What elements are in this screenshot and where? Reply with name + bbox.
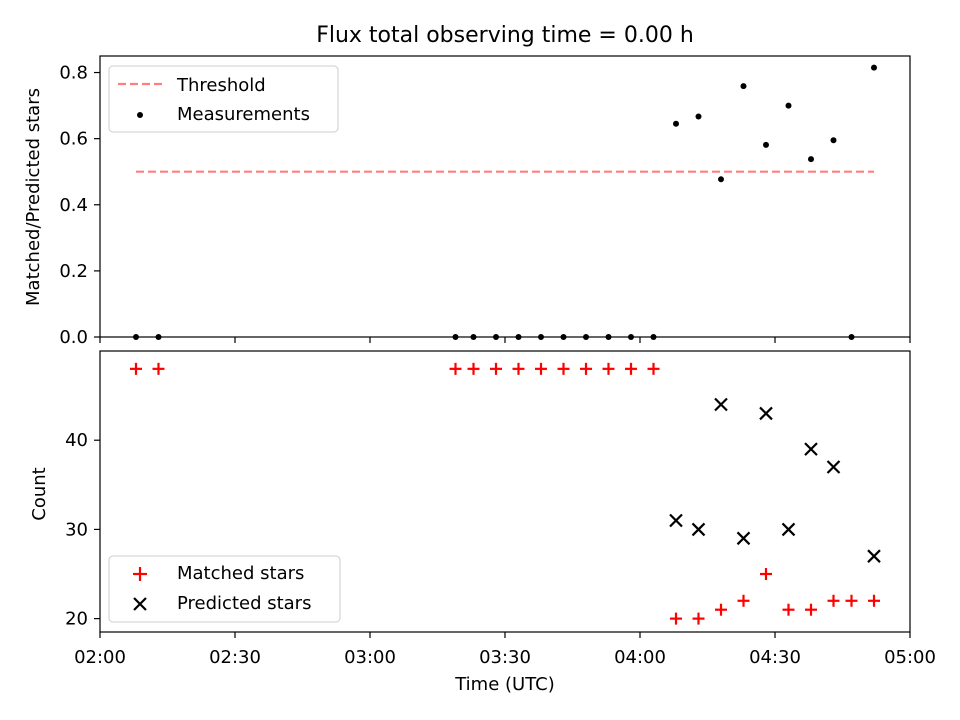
- measurement-point: [673, 120, 679, 127]
- matched-star-point: [152, 362, 165, 375]
- matched-star-point: [868, 594, 880, 607]
- ratio-y-tick-label: 0.8: [59, 63, 88, 84]
- count-legend-box: [108, 555, 341, 623]
- matched-star-point: [670, 612, 682, 625]
- count-y-tick-label: 30: [65, 519, 88, 540]
- matched-star-point: [827, 594, 840, 607]
- ratio-plot-frame: [99, 55, 911, 338]
- count-x-tick-label: 02:00: [74, 647, 126, 668]
- count-x-tick-label: 02:30: [209, 647, 261, 668]
- ratio-legend-box: [108, 65, 339, 133]
- matched-star-point: [557, 362, 570, 375]
- matched-star-point: [535, 362, 547, 375]
- count-x-tick-label: 03:00: [344, 647, 396, 668]
- matched-legend-marker: [133, 567, 147, 581]
- ratio-panel: Flux total observing time = 0.00 h 0.00.…: [23, 23, 911, 348]
- predicted-star-point: [736, 531, 751, 546]
- measurements-legend-label: Measurements: [177, 104, 310, 125]
- matched-star-point: [625, 362, 637, 375]
- matched-star-point: [602, 362, 615, 375]
- matched-star-point: [760, 568, 772, 581]
- count-x-tick-label: 04:30: [749, 647, 801, 668]
- predicted-star-point: [867, 549, 881, 563]
- threshold-legend-label: Threshold: [176, 75, 266, 96]
- ratio-y-tick-label: 0.2: [59, 261, 88, 282]
- count-x-tick-label: 04:00: [614, 647, 666, 668]
- ratio-y-axis-label: Matched/Predicted stars: [23, 88, 44, 306]
- measurements-legend-marker: [137, 112, 143, 118]
- matched-star-point: [512, 362, 525, 375]
- matched-star-point: [647, 362, 660, 375]
- measurement-point: [830, 137, 837, 144]
- count-y-tick-label: 20: [65, 609, 88, 630]
- matched-star-point: [130, 362, 142, 375]
- matched-star-point: [490, 362, 502, 375]
- predicted-star-point: [691, 522, 706, 537]
- measurement-point: [718, 176, 724, 183]
- measurement-point: [785, 102, 792, 109]
- count-points: [130, 362, 881, 625]
- matched-star-point: [782, 603, 795, 616]
- ratio-y-tick-label: 0.6: [59, 129, 88, 150]
- ratio-y-tick-label: 0.4: [59, 195, 88, 216]
- count-x-tick-label: 03:30: [479, 647, 531, 668]
- predicted-legend-label: Predicted stars: [177, 593, 311, 614]
- predicted-star-point: [714, 397, 728, 412]
- measurement-point: [763, 141, 769, 148]
- count-plot-frame: [99, 350, 911, 633]
- count-axes-ticks: 02:00 02:30 03:00 03:30 04:00 04:30 05:00 20 30 4…: [65, 430, 936, 668]
- ratio-legend: Threshold Measurements: [108, 65, 339, 133]
- predicted-star-point: [759, 406, 773, 421]
- ratio-axes-ticks: 0.0 0.2 0.4 0.6 0.8: [59, 63, 911, 348]
- chart-title: Flux total observing time = 0.00 h: [316, 23, 694, 48]
- matched-star-point: [737, 594, 750, 607]
- measurement-point: [740, 83, 747, 90]
- measurement-point: [871, 64, 877, 71]
- predicted-star-point: [804, 442, 818, 456]
- count-y-tick-label: 40: [65, 430, 88, 451]
- count-panel: 02:00 02:30 03:00 03:30 04:00 04:30 05:00 20 30 4…: [29, 350, 936, 695]
- matched-star-point: [449, 362, 462, 375]
- matched-star-point: [845, 594, 858, 607]
- x-axis-label: Time (UTC): [454, 674, 555, 695]
- predicted-star-point: [669, 513, 683, 528]
- ratio-y-tick-label: 0.0: [59, 327, 88, 348]
- predicted-star-point: [826, 460, 841, 474]
- matched-star-point: [805, 603, 817, 616]
- measurement-point: [808, 156, 814, 163]
- matched-star-point: [715, 603, 727, 616]
- predicted-legend-marker: [133, 597, 147, 611]
- matched-star-point: [467, 362, 480, 375]
- count-legend: Matched stars Predicted stars: [108, 555, 341, 623]
- matched-star-point: [692, 612, 705, 625]
- matched-legend-label: Matched stars: [177, 563, 304, 584]
- measurement-point: [695, 113, 702, 120]
- count-x-tick-label: 05:00: [884, 647, 936, 668]
- matched-star-point: [580, 362, 592, 375]
- count-y-axis-label: Count: [29, 467, 50, 520]
- predicted-star-point: [781, 522, 796, 537]
